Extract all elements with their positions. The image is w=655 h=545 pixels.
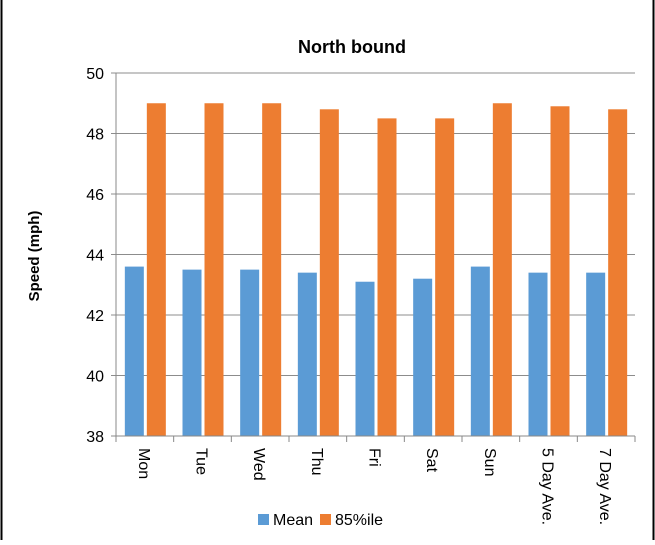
y-tick-label: 46 — [86, 187, 104, 204]
x-tick-label: Wed — [250, 448, 267, 481]
x-tick-label: Sun — [481, 448, 498, 476]
bar-85-ile — [608, 109, 628, 437]
bar-mean — [355, 281, 375, 436]
bar-mean — [240, 269, 260, 436]
y-axis-label: Speed (mph) — [26, 211, 43, 302]
y-tick-labels: 38 40 42 44 46 48 50 — [86, 66, 104, 446]
x-tick-label: Mon — [135, 448, 152, 479]
bar-85-ile — [377, 118, 397, 436]
legend-label: Mean — [273, 512, 313, 529]
x-tick-labels: Mon Tue Wed Thu Fri Sat Sun 5 Day Ave. 7 Day Ave… — [135, 448, 613, 525]
x-tick-label: Thu — [308, 448, 325, 476]
y-tick-label: 42 — [86, 308, 104, 325]
bar-85-ile — [492, 103, 512, 436]
legend-label: 85%ile — [335, 512, 383, 529]
chart-title: North bound — [298, 37, 406, 57]
bar-85-ile — [204, 103, 224, 436]
bar-mean — [586, 272, 606, 436]
bar-mean — [297, 272, 317, 436]
x-tick-label: Fri — [366, 448, 383, 467]
y-tick-label: 48 — [86, 127, 104, 144]
bar-85-ile — [146, 103, 166, 436]
bar-mean — [124, 266, 144, 436]
y-tick-label: 44 — [86, 248, 104, 265]
bar-85-ile — [550, 106, 570, 437]
y-tick-label: 50 — [86, 66, 104, 83]
legend-swatch — [320, 514, 331, 525]
x-tick-label: 5 Day Ave. — [539, 448, 556, 525]
y-tick-label: 40 — [86, 369, 104, 386]
legend-swatch — [258, 514, 269, 525]
bars — [124, 103, 628, 437]
x-tick-label: Sat — [423, 448, 440, 473]
y-tick-label: 38 — [86, 429, 104, 446]
bar-mean — [182, 269, 202, 436]
x-tick-label: 7 Day Ave. — [596, 448, 613, 525]
axes — [115, 73, 636, 442]
bar-mean — [413, 278, 433, 436]
bar-mean — [470, 266, 490, 436]
legend: Mean 85%ile — [258, 512, 383, 529]
x-tick-label: Tue — [193, 448, 210, 475]
bar-85-ile — [262, 103, 282, 436]
bar-mean — [528, 272, 548, 436]
bar-85-ile — [435, 118, 455, 436]
bar-85-ile — [319, 109, 339, 437]
